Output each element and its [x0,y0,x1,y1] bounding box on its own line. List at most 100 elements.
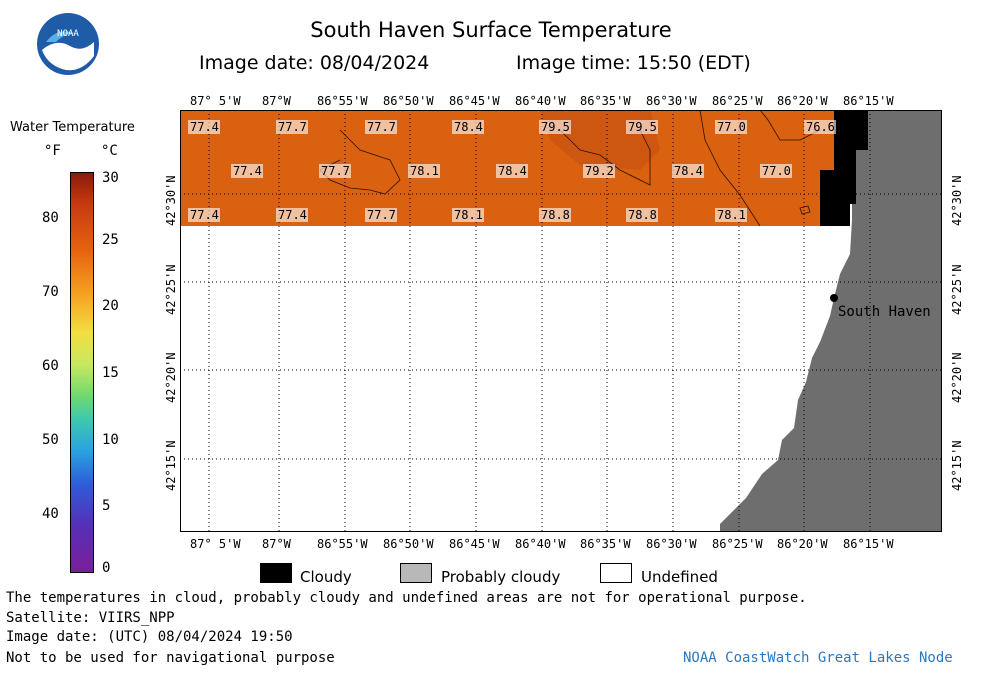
lat-label: 42°15'N [950,440,964,491]
temp-value: 76.6 [806,120,835,134]
temp-value: 78.4 [674,164,703,178]
c-tick: 30 [102,170,119,186]
lon-label: 87°W [262,94,291,108]
lon-label: 86°55'W [317,537,368,551]
temp-label: 76.6 [804,120,836,134]
undefined-label: Undefined [641,568,718,586]
undefined-swatch [600,563,632,583]
utc-date: Image date: (UTC) 08/04/2024 19:50 [6,629,293,645]
disclaimer: The temperatures in cloud, probably clou… [6,590,807,606]
temp-label: 78.4 [672,164,704,178]
lon-label: 86°15'W [843,94,894,108]
temp-value: 78.8 [541,208,570,222]
temp-value: 78.4 [498,164,527,178]
f-tick: 40 [42,506,59,522]
page-title: South Haven Surface Temperature [310,18,672,42]
c-tick: 15 [102,365,119,381]
lat-label: 42°25'N [164,264,178,315]
cloudy-label: Cloudy [300,568,352,586]
satellite: Satellite: VIIRS_NPP [6,610,175,626]
city-label: South Haven [838,304,931,320]
cloudy-swatch [260,563,292,583]
temp-label: 77.7 [365,208,397,222]
temp-label: 77.4 [231,164,263,178]
c-tick: 10 [102,432,119,448]
temperature-labels: 77.4 77.7 77.7 78.4 79.5 79.5 77.0 76.6 … [188,120,836,222]
lon-label: 86°30'W [646,537,697,551]
credit: NOAA CoastWatch Great Lakes Node [683,650,953,666]
unit-fahrenheit: °F [44,143,61,159]
temp-label: 79.5 [626,120,658,134]
lon-label: 86°25'W [712,94,763,108]
temp-value: 77.7 [278,120,307,134]
temp-label: 77.7 [276,120,308,134]
unit-celsius: °C [101,143,118,159]
temp-value: 78.4 [454,120,483,134]
temp-label: 78.8 [626,208,658,222]
temp-label: 78.4 [496,164,528,178]
land [720,110,942,532]
lat-label: 42°25'N [950,264,964,315]
temp-value: 78.1 [410,164,439,178]
contours [319,110,821,227]
temp-value: 77.7 [367,120,396,134]
temp-value: 77.0 [717,120,746,134]
temp-value: 77.0 [762,164,791,178]
lon-label: 86°30'W [646,94,697,108]
temp-label: 78.1 [715,208,747,222]
temp-label: 77.7 [319,164,351,178]
colorbar-title: Water Temperature [10,120,135,135]
temp-label: 77.0 [715,120,747,134]
lon-label: 86°40'W [515,94,566,108]
temp-label: 77.4 [276,208,308,222]
temp-value: 77.4 [278,208,307,222]
c-tick: 0 [102,560,111,576]
lon-label: 86°35'W [580,537,631,551]
lon-label: 86°45'W [449,537,500,551]
f-tick: 60 [42,358,59,374]
lon-label: 86°25'W [712,537,763,551]
logo-text: NOAA [57,29,79,39]
temp-value: 77.7 [321,164,350,178]
temp-value: 77.4 [190,208,219,222]
lat-label: 42°20'N [164,352,178,403]
temp-label: 78.8 [539,208,571,222]
temp-value: 77.7 [367,208,396,222]
temp-label: 78.4 [452,120,484,134]
temp-label: 77.7 [365,120,397,134]
colorbar [70,172,94,573]
temp-value: 78.1 [717,208,746,222]
temp-value: 78.8 [628,208,657,222]
temp-value: 78.1 [454,208,483,222]
f-tick: 80 [42,210,59,226]
lon-label: 86°20'W [777,537,828,551]
lat-label: 42°30'N [950,175,964,226]
cloud-area [820,110,868,226]
noaa-logo: NOAA [36,12,100,76]
temp-value: 77.4 [233,164,262,178]
temp-label: 79.5 [539,120,571,134]
lat-label: 42°20'N [950,352,964,403]
lon-label: 87° 5'W [190,94,241,108]
grid [180,110,942,532]
lon-label: 86°35'W [580,94,631,108]
c-tick: 25 [102,232,119,248]
temp-value: 79.2 [585,164,614,178]
lon-label: 86°40'W [515,537,566,551]
probably-cloudy-label: Probably cloudy [441,568,561,586]
f-tick: 50 [42,432,59,448]
lon-label: 86°20'W [777,94,828,108]
c-tick: 20 [102,298,119,314]
temp-label: 78.1 [408,164,440,178]
temp-label: 77.0 [760,164,792,178]
temp-label: 79.2 [583,164,615,178]
lon-label: 86°50'W [383,94,434,108]
lon-label: 86°50'W [383,537,434,551]
temp-value: 79.5 [541,120,570,134]
temp-label: 77.4 [188,120,220,134]
nav-disclaimer: Not to be used for navigational purpose [6,650,335,666]
temp-value: 79.5 [628,120,657,134]
f-tick: 70 [42,284,59,300]
probably-cloudy-swatch [400,563,432,583]
image-time: Image time: 15:50 (EDT) [516,52,751,74]
